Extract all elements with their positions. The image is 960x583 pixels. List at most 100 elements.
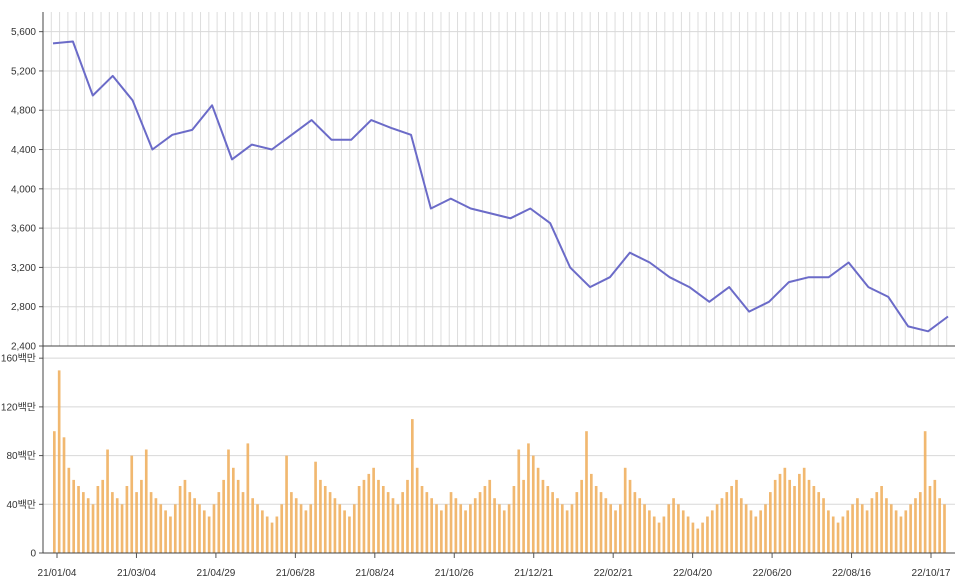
volume-bar — [648, 510, 651, 553]
volume-bar — [783, 467, 787, 553]
axes-frame — [42, 12, 955, 554]
volume-bar — [435, 504, 438, 553]
volume-bar — [851, 504, 854, 553]
volume-bar — [720, 498, 724, 553]
price-line-series — [52, 40, 949, 333]
volume-horizontal-gridlines — [43, 357, 955, 505]
volume-bar — [880, 486, 883, 553]
volume-bar — [169, 516, 172, 553]
volume-bar — [328, 492, 332, 553]
volume-bar — [498, 504, 501, 553]
x-tick-label: 21/06/28 — [276, 568, 315, 579]
volume-bar — [251, 498, 255, 553]
volume-bar — [53, 431, 56, 553]
x-tick-label: 22/06/20 — [753, 568, 792, 579]
volume-bar — [236, 479, 240, 553]
price-y-tick-label: 5,600 — [11, 27, 36, 38]
volume-bar — [222, 479, 225, 553]
volume-bar — [628, 479, 632, 553]
volume-bar — [314, 461, 317, 553]
x-tick-label: 21/03/04 — [117, 568, 156, 579]
volume-bar — [140, 479, 143, 553]
volume-bar — [817, 492, 821, 553]
volume-y-tick-label: 0 — [30, 549, 36, 560]
volume-bar — [899, 516, 903, 553]
volume-bar — [338, 504, 342, 553]
volume-bar — [638, 498, 642, 553]
volume-bar — [769, 492, 772, 553]
volume-bar — [183, 479, 187, 553]
volume-bar — [773, 479, 777, 553]
volume-bar — [391, 498, 395, 553]
volume-bar — [764, 504, 767, 553]
volume-bar — [193, 498, 196, 553]
volume-bar — [744, 504, 748, 553]
volume-bar — [319, 479, 322, 553]
volume-bar — [556, 498, 559, 553]
volume-y-tick-label: 160백만 — [1, 353, 36, 365]
volume-bar — [788, 479, 792, 553]
volume-bar — [512, 486, 516, 553]
volume-bar — [372, 467, 375, 553]
volume-bar — [546, 486, 550, 553]
volume-bar — [91, 504, 95, 553]
volume-bar — [793, 486, 796, 553]
volume-y-axis-ticks: 0 40백만 80백만 120백만 160백만 — [1, 353, 43, 560]
x-tick-label: 22/10/17 — [912, 568, 951, 579]
volume-bar — [802, 467, 806, 553]
volume-bar — [652, 516, 656, 553]
volume-bar — [701, 522, 704, 553]
x-tick-label: 21/01/04 — [38, 568, 77, 579]
volume-bar — [483, 486, 487, 553]
volume-bar — [309, 504, 313, 553]
volume-bar — [57, 370, 61, 553]
volume-bar — [488, 479, 492, 553]
volume-bar — [285, 455, 288, 553]
volume-bar — [889, 504, 893, 553]
price-y-tick-label: 4,800 — [11, 106, 36, 117]
volume-bar — [411, 419, 414, 553]
volume-bar — [599, 492, 603, 553]
volume-bar — [333, 498, 337, 553]
volume-bar — [522, 479, 525, 553]
volume-bar — [827, 510, 830, 553]
volume-bar — [323, 486, 327, 553]
volume-bar — [725, 492, 729, 553]
volume-bar — [517, 449, 521, 553]
volume-bar — [352, 504, 356, 553]
volume-bar — [909, 504, 912, 553]
volume-bar — [164, 510, 167, 553]
volume-bar — [938, 498, 941, 553]
volume-bar — [594, 486, 598, 553]
volume-bar — [154, 498, 158, 553]
volume-bar — [449, 492, 453, 553]
volume-bar — [401, 492, 404, 553]
volume-bars — [53, 370, 946, 553]
volume-bar — [875, 492, 879, 553]
volume-bar — [299, 504, 303, 553]
volume-bar — [609, 504, 613, 553]
volume-bar — [275, 516, 279, 553]
volume-bar — [904, 510, 908, 553]
volume-bar — [62, 437, 66, 553]
volume-bar — [362, 479, 366, 553]
volume-bar — [415, 467, 419, 553]
volume-bar — [256, 504, 259, 553]
volume-bar — [430, 498, 434, 553]
volume-bar — [96, 486, 100, 553]
volume-bar — [469, 504, 472, 553]
volume-bar — [343, 510, 346, 553]
volume-bar — [459, 504, 463, 553]
volume-bar — [590, 473, 593, 553]
volume-bar — [101, 479, 105, 553]
volume-bar — [357, 486, 361, 553]
volume-bar — [406, 479, 409, 553]
volume-y-tick-label: 120백만 — [1, 401, 36, 413]
volume-bar — [232, 467, 235, 553]
volume-bar — [67, 467, 71, 553]
volume-bar — [623, 467, 627, 553]
volume-bar — [294, 498, 298, 553]
volume-bar — [188, 492, 192, 553]
volume-bar — [396, 504, 400, 553]
volume-bar — [585, 431, 588, 553]
